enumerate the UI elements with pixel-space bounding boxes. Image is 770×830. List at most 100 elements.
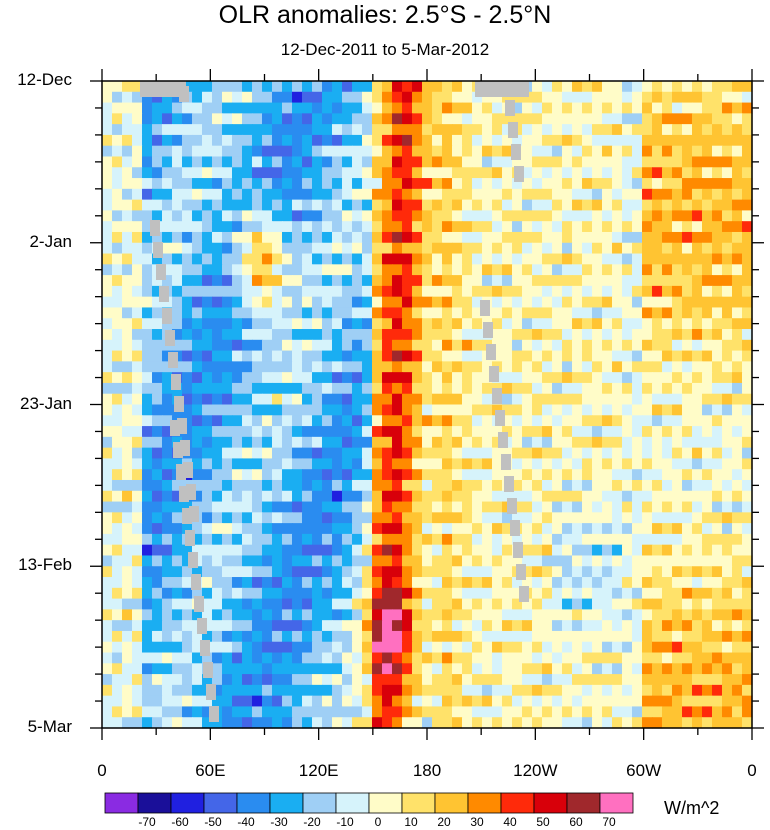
anomaly-cell (282, 426, 293, 438)
anomaly-cell (152, 372, 163, 384)
anomaly-cell (412, 329, 423, 341)
anomaly-cell (432, 81, 443, 93)
anomaly-cell (272, 102, 283, 114)
anomaly-cell (232, 598, 243, 610)
anomaly-cell (222, 134, 233, 147)
anomaly-cell (332, 199, 343, 211)
anomaly-cell (422, 415, 433, 427)
anomaly-cell (342, 598, 353, 610)
anomaly-cell (612, 81, 623, 93)
anomaly-cell (342, 523, 353, 535)
anomaly-cell (732, 253, 743, 265)
anomaly-cell (592, 512, 603, 524)
anomaly-cell (462, 598, 473, 610)
anomaly-cell (222, 156, 233, 168)
anomaly-cell (362, 178, 373, 190)
anomaly-cell (122, 415, 133, 427)
anomaly-cell (542, 307, 553, 319)
anomaly-cell (322, 663, 333, 675)
anomaly-cell (712, 307, 723, 319)
anomaly-cell (302, 296, 313, 309)
anomaly-cell (252, 523, 263, 535)
anomaly-cell (142, 447, 153, 460)
anomaly-cell (412, 210, 423, 222)
anomaly-cell (612, 188, 623, 201)
anomaly-cell (462, 253, 473, 265)
anomaly-cell (682, 382, 693, 395)
anomaly-cell (192, 124, 203, 136)
anomaly-cell (392, 641, 403, 654)
anomaly-cell (652, 145, 663, 158)
anomaly-cell (212, 253, 223, 265)
anomaly-cell (642, 178, 653, 190)
anomaly-cell (522, 641, 533, 654)
anomaly-cell (112, 566, 123, 578)
anomaly-cell (582, 609, 593, 621)
anomaly-cell (102, 566, 113, 578)
anomaly-cell (322, 404, 333, 416)
anomaly-cell (262, 533, 273, 546)
anomaly-cell (202, 717, 213, 729)
anomaly-cell (232, 426, 243, 438)
anomaly-cell (192, 609, 203, 621)
anomaly-cell (382, 113, 393, 125)
anomaly-cell (412, 544, 423, 557)
anomaly-cell (722, 501, 733, 513)
anomaly-cell (622, 188, 633, 201)
anomaly-cell (582, 210, 593, 222)
anomaly-cell (462, 630, 473, 643)
anomaly-cell (332, 307, 343, 319)
anomaly-cell (502, 533, 513, 546)
anomaly-cell (262, 630, 273, 643)
anomaly-cell (662, 577, 673, 589)
anomaly-cell (402, 264, 413, 276)
anomaly-cell (732, 275, 743, 287)
anomaly-cell (572, 426, 583, 438)
anomaly-cell (742, 178, 753, 190)
anomaly-cell (222, 544, 233, 557)
anomaly-cell (662, 609, 673, 621)
anomaly-cell (652, 296, 663, 309)
anomaly-cell (292, 717, 303, 729)
anomaly-cell (152, 167, 163, 179)
anomaly-cell (572, 361, 583, 373)
missing-data-cell (177, 418, 187, 434)
anomaly-cell (562, 598, 573, 610)
anomaly-cell (742, 102, 753, 114)
anomaly-cell (482, 544, 493, 557)
anomaly-cell (472, 533, 483, 546)
anomaly-cell (572, 167, 583, 179)
anomaly-cell (412, 253, 423, 265)
anomaly-cell (152, 695, 163, 708)
anomaly-cell (552, 404, 563, 416)
anomaly-cell (432, 210, 443, 222)
anomaly-cell (442, 318, 453, 330)
anomaly-cell (112, 458, 123, 470)
anomaly-cell (652, 307, 663, 319)
anomaly-cell (362, 447, 373, 460)
anomaly-cell (562, 134, 573, 147)
anomaly-cell (182, 285, 193, 298)
anomaly-cell (422, 329, 433, 341)
anomaly-cell (232, 674, 243, 686)
anomaly-cell (282, 544, 293, 557)
anomaly-cell (522, 663, 533, 675)
anomaly-cell (722, 329, 733, 341)
anomaly-cell (712, 426, 723, 438)
anomaly-cell (492, 134, 503, 147)
anomaly-cell (192, 674, 203, 686)
anomaly-cell (402, 544, 413, 557)
anomaly-cell (262, 339, 273, 352)
anomaly-cell (522, 652, 533, 664)
anomaly-cell (442, 609, 453, 621)
anomaly-cell (152, 674, 163, 686)
anomaly-cell (662, 523, 673, 535)
anomaly-cell (382, 587, 393, 600)
anomaly-cell (722, 296, 733, 309)
anomaly-cell (112, 674, 123, 686)
anomaly-cell (592, 479, 603, 492)
missing-data-cell (501, 454, 511, 470)
anomaly-cell (212, 501, 223, 513)
missing-data-cell (486, 344, 496, 360)
anomaly-cell (132, 523, 143, 535)
